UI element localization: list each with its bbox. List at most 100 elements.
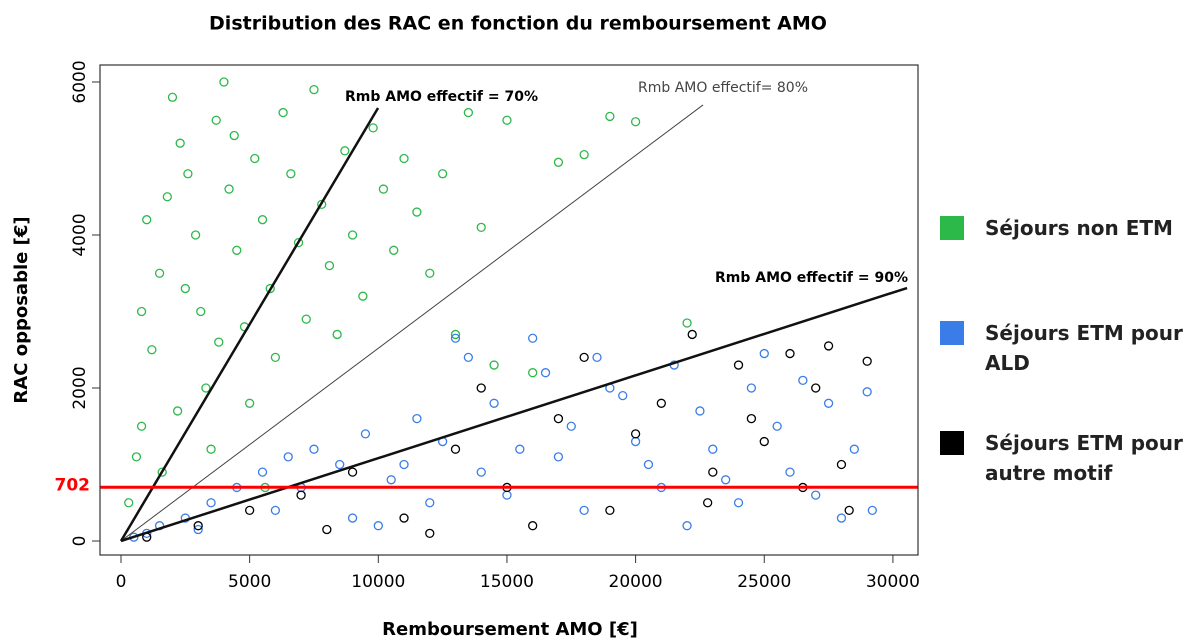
point xyxy=(399,513,409,523)
threshold-label: 702 xyxy=(55,475,91,495)
point xyxy=(579,352,589,363)
legend-label: Séjours non ETM xyxy=(985,216,1173,240)
point xyxy=(566,421,576,431)
point xyxy=(867,505,877,516)
point xyxy=(193,521,203,531)
legend-label: Séjours ETM pour ALD xyxy=(985,321,1183,375)
point xyxy=(682,521,692,531)
point xyxy=(528,368,538,378)
point xyxy=(180,283,190,294)
point xyxy=(733,498,744,508)
point xyxy=(183,169,193,179)
point xyxy=(836,513,847,523)
point xyxy=(206,498,216,508)
point xyxy=(373,521,383,531)
point xyxy=(553,413,564,424)
point xyxy=(708,444,718,454)
legend-swatch xyxy=(940,431,964,455)
point xyxy=(244,505,255,516)
point xyxy=(142,215,152,225)
point xyxy=(733,360,744,370)
point xyxy=(695,406,705,416)
legend-label: Séjours ETM pour autre motif xyxy=(985,431,1183,485)
point xyxy=(862,356,872,366)
point xyxy=(412,413,422,424)
y-axis-label: RAC opposable [€] xyxy=(11,216,32,403)
point xyxy=(579,505,589,516)
point xyxy=(347,467,358,477)
point xyxy=(340,146,350,156)
point xyxy=(630,436,641,447)
point xyxy=(286,169,296,179)
point xyxy=(721,475,731,485)
point xyxy=(746,383,757,393)
point xyxy=(528,333,538,343)
point xyxy=(250,153,260,164)
point xyxy=(489,398,499,408)
point xyxy=(687,329,697,340)
point xyxy=(257,215,268,225)
point xyxy=(399,153,409,164)
point xyxy=(450,333,461,343)
point xyxy=(360,429,371,439)
point xyxy=(167,92,178,102)
point xyxy=(175,138,185,148)
y-tick-label: 2000 xyxy=(70,366,90,409)
point xyxy=(703,498,713,508)
point xyxy=(553,452,564,462)
point xyxy=(785,467,795,477)
point xyxy=(193,524,203,535)
point xyxy=(278,107,288,118)
point xyxy=(605,111,615,122)
point xyxy=(463,352,474,363)
point xyxy=(232,245,242,255)
point xyxy=(476,383,486,393)
point xyxy=(358,291,368,301)
reference-line-label: Rmb AMO effectif= 80% xyxy=(638,80,808,96)
chart-title: Distribution des RAC en fonction du remb… xyxy=(209,13,827,35)
point xyxy=(708,467,718,477)
point xyxy=(476,222,486,232)
point xyxy=(489,360,499,370)
point xyxy=(201,383,211,393)
point xyxy=(605,505,615,516)
x-tick-label: 25000 xyxy=(737,572,791,592)
point xyxy=(798,375,808,385)
point xyxy=(682,318,692,328)
point xyxy=(425,528,435,538)
point xyxy=(785,348,795,359)
point xyxy=(270,505,281,516)
legend-swatch xyxy=(940,216,964,240)
point xyxy=(412,207,422,217)
legend-swatch xyxy=(940,321,964,345)
point xyxy=(211,115,221,125)
point xyxy=(844,505,854,516)
point xyxy=(389,245,399,255)
point xyxy=(265,283,275,294)
point xyxy=(528,521,538,531)
reference-line xyxy=(120,104,704,542)
point xyxy=(162,192,172,202)
point xyxy=(618,390,628,401)
point xyxy=(347,230,358,240)
point xyxy=(862,387,872,397)
x-tick-label: 5000 xyxy=(228,572,271,592)
point xyxy=(317,199,327,210)
point xyxy=(450,444,461,454)
point xyxy=(502,490,512,500)
point xyxy=(154,268,165,278)
point xyxy=(301,314,311,324)
point xyxy=(335,459,345,470)
point xyxy=(214,337,224,347)
point xyxy=(849,444,859,454)
reference-line xyxy=(119,107,380,542)
point xyxy=(399,459,409,470)
point xyxy=(425,268,435,278)
point xyxy=(515,444,525,454)
point xyxy=(643,459,654,470)
point xyxy=(592,352,602,363)
point xyxy=(219,77,229,87)
point xyxy=(553,157,564,167)
